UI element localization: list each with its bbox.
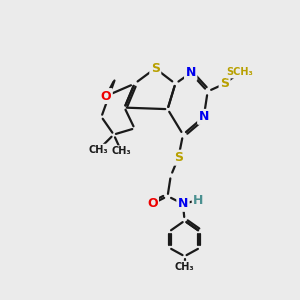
Text: CH₃: CH₃ [175, 262, 194, 272]
Text: S: S [174, 151, 183, 164]
Text: O: O [101, 90, 111, 103]
Text: H: H [193, 194, 204, 206]
Text: N: N [185, 67, 196, 80]
Text: N: N [199, 110, 209, 123]
Text: S: S [151, 62, 160, 75]
Text: CH₃: CH₃ [88, 145, 108, 155]
Text: SCH₃: SCH₃ [226, 67, 254, 77]
Text: O: O [147, 197, 158, 210]
Text: S: S [220, 77, 229, 90]
Text: CH₃: CH₃ [112, 146, 131, 157]
Text: N: N [178, 197, 188, 210]
